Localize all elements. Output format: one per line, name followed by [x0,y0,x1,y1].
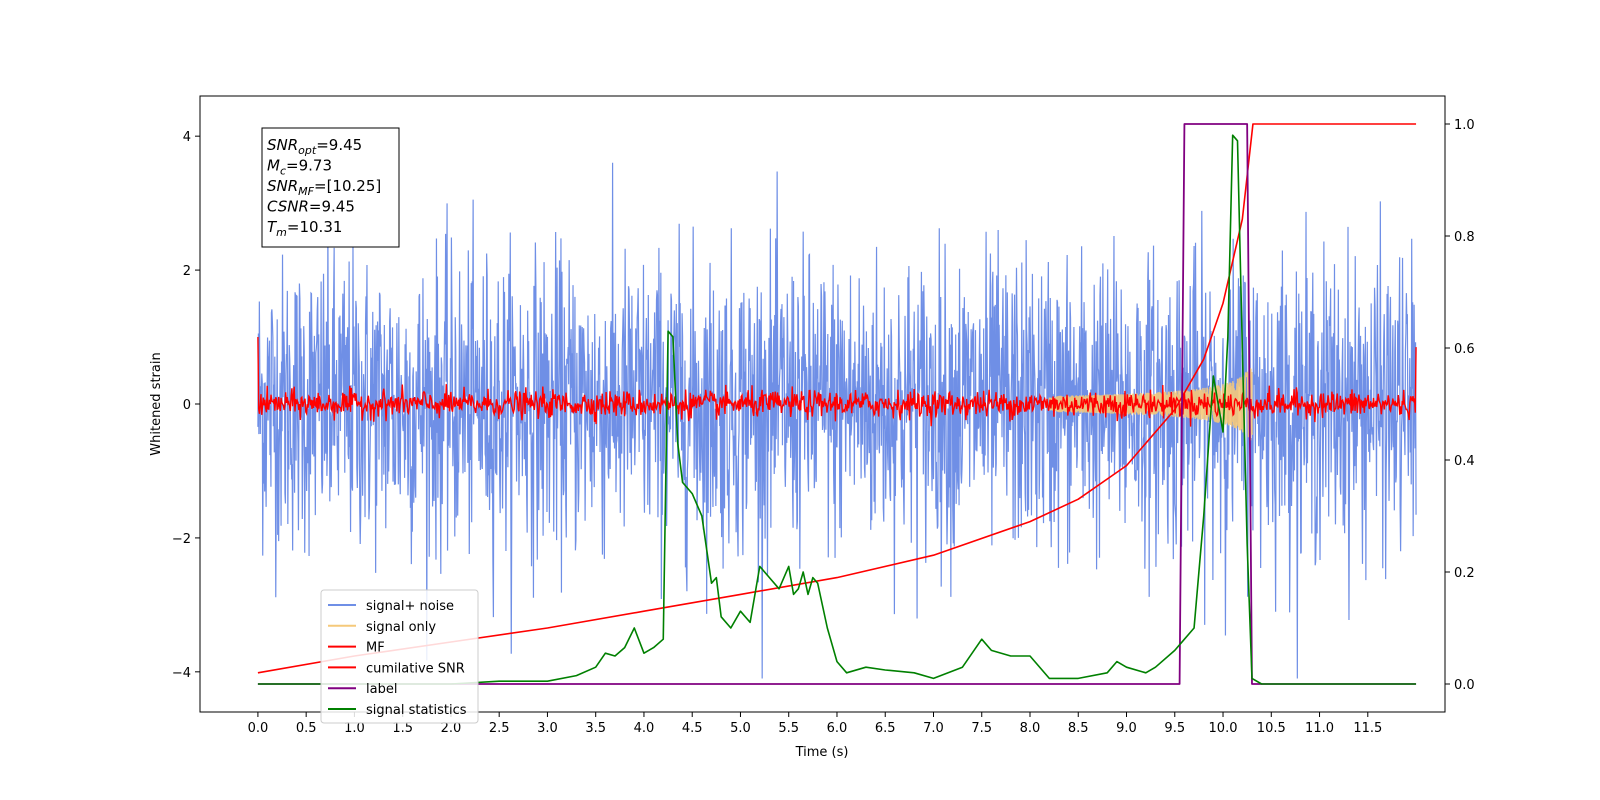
annotation-value: =9.45 [309,198,355,216]
y-left-tick-label: 0 [183,398,191,413]
x-tick-label: 11.0 [1305,721,1334,736]
x-tick-label: 2.5 [489,721,510,736]
annotation-box: SNRopt=9.45Mc=9.73SNRMF=[10.25]CSNR=9.45… [261,127,400,248]
x-tick-label: 11.5 [1353,721,1382,736]
y-right-tick-label: 0.8 [1454,230,1475,245]
annotation-symbol: SNR [267,136,298,154]
legend-label: cumilative SNR [366,661,465,676]
y-axis-title: Whitened strain [149,352,164,455]
series-signal-statistics [257,134,1417,685]
x-tick-label: 1.5 [392,721,413,736]
y-left-tick-label: −2 [172,532,191,547]
x-axis-title: Time (s) [795,745,849,760]
annotation-symbol: M [267,157,280,175]
y-left-tick-label: −4 [172,666,191,681]
legend-label: signal+ noise [366,599,454,614]
y-right-tick-label: 0.2 [1454,566,1475,581]
annotation-value: =[10.25] [314,177,381,195]
annotation-frame [261,127,400,248]
series-mf [257,337,1417,427]
legend-frame [320,589,479,724]
annotation-subscript: c [280,165,286,178]
annotation-symbol: T [267,218,278,236]
annotation-symbol: CSNR [267,198,309,216]
x-tick-label: 1.0 [344,721,365,736]
y-axis-left: 4 2 0 −2 −4 [172,130,200,681]
annotation-value: =9.45 [316,136,362,154]
x-tick-label: 6.5 [875,721,896,736]
annotation-line: SNRopt=9.45 [267,136,362,157]
y-left-tick-label: 2 [183,264,191,279]
y-right-tick-label: 0.0 [1454,678,1475,693]
annotation-subscript: MF [298,185,314,198]
y-right-tick-label: 0.4 [1454,454,1475,469]
x-tick-label: 3.5 [585,721,606,736]
series-signal-noise [257,162,1417,679]
x-axis: 0.0 0.5 1.0 1.5 2.0 2.5 3.0 3.5 4.0 4.5 5.0 5.5 6.0 6… [248,712,1382,736]
annotation-subscript: opt [298,144,317,157]
annotation-line: Mc=9.73 [267,157,332,178]
series-layer [257,123,1417,685]
x-tick-label: 2.0 [441,721,462,736]
x-tick-label: 0.5 [296,721,317,736]
x-tick-label: 0.0 [248,721,269,736]
y-right-tick-label: 1.0 [1454,118,1475,133]
legend-label: MF [366,641,385,656]
annotation-symbol: SNR [267,177,298,195]
x-tick-label: 4.5 [682,721,703,736]
annotation-line: SNRMF=[10.25] [267,177,381,198]
annotation-value: =9.73 [286,157,332,175]
x-tick-label: 3.0 [537,721,558,736]
x-tick-label: 5.0 [730,721,751,736]
y-axis-right: 1.0 0.8 0.6 0.4 0.2 0.0 [1445,118,1475,693]
annotation-value: =10.31 [287,218,343,236]
series-cumulative-snr [257,123,1417,674]
x-tick-label: 5.5 [778,721,799,736]
y-right-tick-label: 0.6 [1454,342,1475,357]
x-tick-label: 9.0 [1116,721,1137,736]
annotation-line: CSNR=9.45 [267,198,355,216]
x-tick-label: 8.0 [1020,721,1041,736]
x-tick-label: 10.0 [1209,721,1238,736]
x-tick-label: 9.5 [1164,721,1185,736]
x-tick-label: 8.5 [1068,721,1089,736]
annotation-subscript: m [276,226,287,239]
x-tick-label: 10.5 [1257,721,1286,736]
legend-label: signal statistics [366,703,467,718]
x-tick-label: 4.0 [634,721,655,736]
x-tick-label: 7.0 [923,721,944,736]
x-tick-label: 6.0 [827,721,848,736]
legend: signal+ noise signal only MF cumilative SNR… [320,589,479,724]
annotation-line: Tm=10.31 [267,218,342,239]
legend-label: signal only [366,620,436,635]
x-tick-label: 7.5 [971,721,992,736]
legend-label: label [366,682,397,697]
y-left-tick-label: 4 [183,130,191,145]
